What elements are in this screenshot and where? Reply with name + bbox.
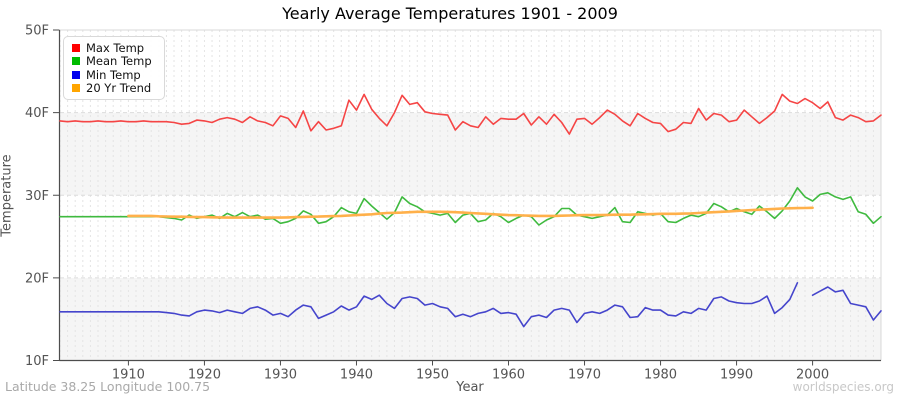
min-temp-line <box>59 282 882 328</box>
legend-swatch <box>72 43 80 52</box>
legend-item-mean-temp: Mean Temp <box>72 54 152 69</box>
legend-label: Max Temp <box>86 40 145 55</box>
x-tick-label: 2000 <box>796 368 829 383</box>
x-tick-label: 1920 <box>188 368 221 383</box>
x-tick-label: 1970 <box>568 368 601 383</box>
chart-title: Yearly Average Temperatures 1901 - 2009 <box>282 4 618 23</box>
x-axis-label: Year <box>456 380 484 395</box>
y-tick-label: 10F <box>25 354 49 369</box>
x-tick-label: 1980 <box>644 368 677 383</box>
y-tick-label: 50F <box>25 24 49 39</box>
x-tick-label: 1930 <box>264 368 297 383</box>
legend-label: Mean Temp <box>86 54 152 69</box>
legend-label: Min Temp <box>86 67 141 82</box>
max-temp-line <box>59 93 882 135</box>
legend-swatch <box>72 57 80 66</box>
y-tick-label: 30F <box>25 189 49 204</box>
y-axis-label: Temperature <box>0 154 15 237</box>
legend-swatch <box>72 84 80 93</box>
x-tick-label: 1910 <box>112 368 145 383</box>
20-yr-trend-line <box>127 206 814 219</box>
legend-swatch <box>72 70 80 79</box>
footer-coordinates: Latitude 38.25 Longitude 100.75 <box>5 379 211 394</box>
footer-site-credit: worldspecies.org <box>792 380 894 394</box>
x-tick-label: 1950 <box>416 368 449 383</box>
y-tick-label: 20F <box>25 271 49 286</box>
x-tick-label: 1990 <box>720 368 753 383</box>
legend-item-20-yr-trend: 20 Yr Trend <box>72 81 152 96</box>
legend-item-min-temp: Min Temp <box>72 68 152 82</box>
x-tick-label: 1960 <box>492 368 525 383</box>
legend: Max Temp Mean Temp Min Temp 20 Yr Trend <box>63 36 165 100</box>
legend-item-max-temp: Max Temp <box>72 41 152 55</box>
x-tick-label: 1940 <box>340 368 373 383</box>
y-tick-label: 40F <box>25 106 49 121</box>
legend-label: 20 Yr Trend <box>86 81 152 96</box>
